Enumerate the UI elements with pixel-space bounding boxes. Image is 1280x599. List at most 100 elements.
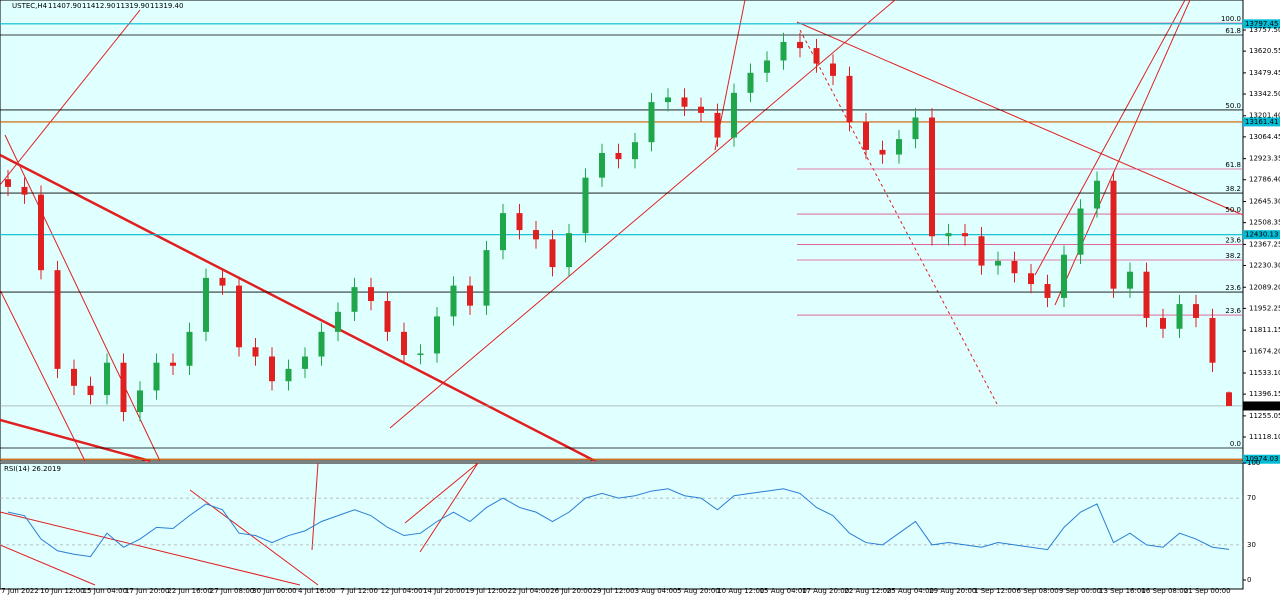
candle-body <box>434 316 440 354</box>
fib-label: 61.8 <box>1225 161 1241 169</box>
fib-label: 50.0 <box>1225 102 1241 110</box>
y-tick-label: 12508.35 <box>1249 219 1280 227</box>
fib-label: 0.0 <box>1230 440 1241 448</box>
y-tick-label: 12645.30 <box>1249 198 1280 206</box>
ohlc-low: 11319.90 <box>116 2 149 10</box>
candle-body <box>219 277 226 286</box>
price-label-box <box>1243 19 1280 29</box>
candle-body <box>681 97 688 107</box>
candle-body <box>137 390 143 413</box>
rsi-trend-line <box>311 462 319 551</box>
candle-body <box>533 230 539 240</box>
candle-body <box>1176 304 1183 329</box>
price-label: 13161.41 <box>1245 118 1278 126</box>
x-tick-label: 16 Sep 08:00 <box>1141 587 1188 595</box>
rsi-trend-line <box>404 462 479 524</box>
x-tick-label: 21 Sep 00:00 <box>1184 587 1231 595</box>
x-tick-label: 26 Jul 20:00 <box>550 587 592 595</box>
x-tick-label: 13 Sep 16:00 <box>1099 587 1146 595</box>
ohlc-high: 11412.90 <box>82 2 115 10</box>
candle-body <box>1094 180 1100 209</box>
candle-body <box>483 250 490 306</box>
y-tick-label: 13620.55 <box>1249 47 1280 55</box>
trend-line <box>1034 0 1186 276</box>
candle-body <box>962 233 968 237</box>
candle-body <box>566 233 572 268</box>
candle-body <box>648 102 655 143</box>
candle-body <box>1226 392 1232 406</box>
candle-body <box>714 112 721 138</box>
candle-body <box>71 368 77 386</box>
x-tick-label: 7 Jun 2022 <box>1 587 39 595</box>
x-tick-label: 1 Sep 12:00 <box>974 587 1016 595</box>
candle-body <box>120 362 127 413</box>
rsi-title: RSI(14) 26.2019 <box>4 465 61 473</box>
x-tick-label: 22 Aug 12:00 <box>844 587 891 595</box>
x-tick-label: 29 Jul 12:00 <box>593 587 635 595</box>
trend-line <box>0 9 141 186</box>
candle-body <box>549 239 556 268</box>
candle-body <box>1028 273 1034 285</box>
fib-label: 23.6 <box>1225 236 1241 244</box>
candle-body <box>1193 304 1199 318</box>
candle-body <box>269 356 275 382</box>
fib-label: 38.2 <box>1225 185 1241 193</box>
candle-body <box>21 186 28 195</box>
y-tick-label: 12367.25 <box>1249 240 1280 248</box>
candle-body <box>1127 271 1133 289</box>
y-tick-label: 11533.10 <box>1249 369 1280 377</box>
trend-line <box>4 134 161 462</box>
candle-body <box>1044 284 1051 298</box>
candle-body <box>582 177 589 234</box>
fib-label: 61.8 <box>1225 27 1241 35</box>
candle-body <box>879 149 886 155</box>
candle-body <box>665 97 671 103</box>
x-tick-label: 3 Aug 04:00 <box>635 587 678 595</box>
candle-body <box>236 285 242 348</box>
trend-line <box>796 21 1244 216</box>
candle-body <box>153 362 160 391</box>
candle-body <box>5 179 11 187</box>
candle-body <box>87 385 94 396</box>
candle-body <box>896 139 902 155</box>
candle-body <box>1209 317 1216 363</box>
rsi-tick-label: 0 <box>1247 576 1251 584</box>
x-tick-label: 17 Aug 20:00 <box>802 587 849 595</box>
x-tick-label: 27 Jun 08:00 <box>210 587 254 595</box>
price-label-box <box>1243 401 1280 411</box>
x-tick-label: 5 Aug 20:00 <box>677 587 720 595</box>
y-tick-label: 12230.30 <box>1249 261 1280 269</box>
candle-body <box>1077 208 1084 255</box>
candle-body <box>945 233 952 237</box>
rsi-tick-label: 70 <box>1247 494 1256 502</box>
candle-body <box>54 270 61 369</box>
x-tick-label: 22 Jul 04:00 <box>508 587 550 595</box>
candle-body <box>318 331 325 357</box>
candle-body <box>335 311 341 332</box>
fib-label: 50.0 <box>1225 206 1241 214</box>
rsi-trend-line <box>0 544 96 586</box>
candle-body <box>170 362 176 366</box>
candle-body <box>417 353 424 355</box>
candle-body <box>599 152 605 178</box>
candle-body <box>978 236 985 266</box>
y-tick-label: 11396.15 <box>1249 390 1280 398</box>
y-tick-label: 13201.40 <box>1249 112 1280 120</box>
y-tick-label: 12923.35 <box>1249 155 1280 163</box>
trend-line <box>389 0 896 429</box>
x-tick-label: 14 Jul 20:00 <box>423 587 465 595</box>
main-panel <box>0 0 1244 462</box>
price-label: 11319.40 <box>1245 402 1278 410</box>
x-tick-label: 15 Jun 04:00 <box>83 587 127 595</box>
candle-body <box>698 106 704 113</box>
symbol: USTEC,H4 <box>12 2 48 10</box>
x-tick-label: 29 Aug 20:00 <box>929 587 976 595</box>
fib-label: 23.6 <box>1225 307 1241 315</box>
candle-body <box>1011 260 1018 274</box>
candle-body <box>747 72 754 93</box>
candle-body <box>500 213 506 251</box>
x-tick-label: 12 Jul 04:00 <box>381 587 423 595</box>
candle-body <box>467 285 473 306</box>
x-tick-label: 9 Sep 00:00 <box>1059 587 1101 595</box>
